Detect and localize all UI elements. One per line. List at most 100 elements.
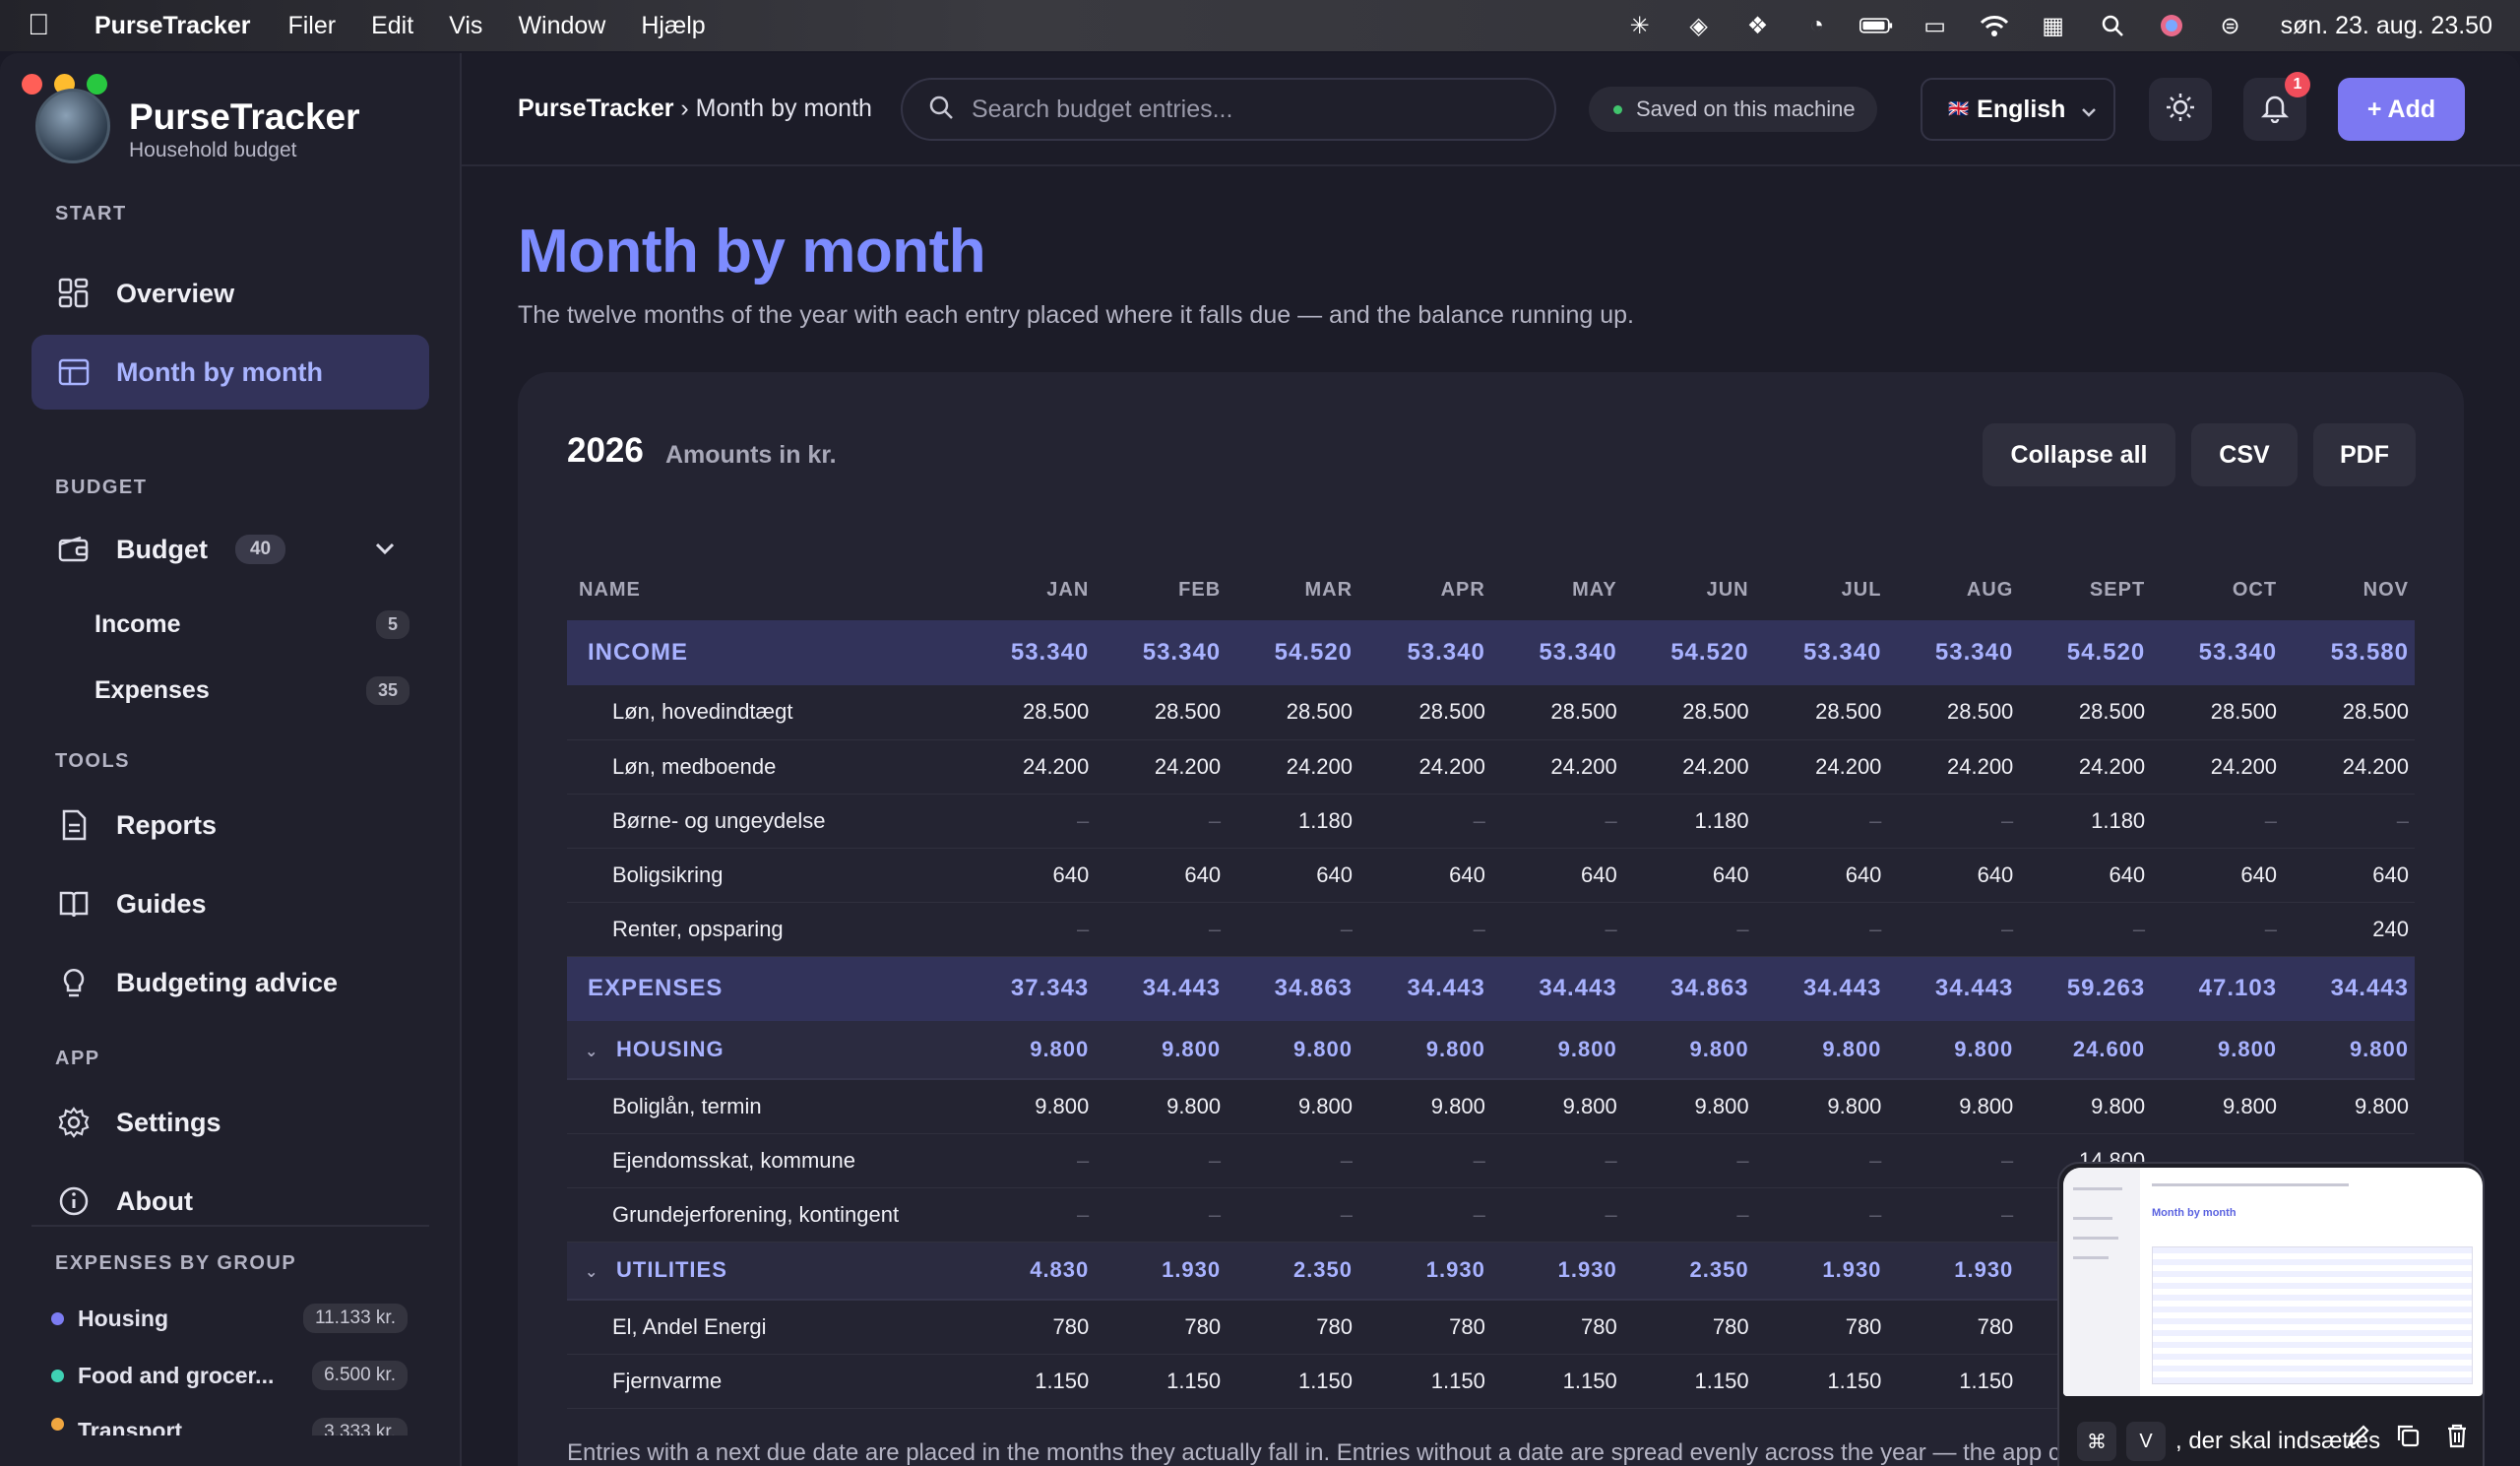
breadcrumb-root[interactable]: PurseTracker <box>518 95 674 122</box>
search-box[interactable] <box>901 78 1556 141</box>
siri-icon[interactable] <box>2155 11 2188 40</box>
expense-group-housing[interactable]: Housing 11.133 kr. <box>51 1304 408 1333</box>
dropbox-icon[interactable]: ❖ <box>1746 12 1769 39</box>
wifi-icon[interactable] <box>1978 11 2011 40</box>
menu-help[interactable]: Hjælp <box>641 11 706 39</box>
month-cell: 1.930 <box>1887 1242 2020 1301</box>
month-cell: 640 <box>963 848 1096 903</box>
month-cell: – <box>1227 902 1359 957</box>
column-header[interactable]: MAY <box>1572 578 1617 601</box>
menu-window[interactable]: Window <box>518 11 606 39</box>
expense-group-transport[interactable]: Transport 3.333 kr. <box>51 1418 408 1435</box>
battery-icon[interactable] <box>1858 11 1893 40</box>
apple-icon[interactable]:  <box>28 9 67 42</box>
group-subtotal-row[interactable]: ⌄ HOUSING 9.800 9.800 9.800 9.800 9.800 9.800 9.… <box>567 1021 2415 1080</box>
month-cell: – <box>2019 902 2152 957</box>
month-cell: 1.150 <box>1622 1354 1755 1409</box>
sidebar-item-reports[interactable]: Reports <box>32 788 429 862</box>
sidebar-item-month-by-month[interactable]: Month by month <box>32 335 429 410</box>
spotlight-search-icon[interactable] <box>2096 11 2129 40</box>
row-label: Løn, medboende <box>612 753 777 779</box>
bed-icon[interactable]: ▭ <box>1923 12 1946 39</box>
month-cell: 59.263 <box>2019 956 2152 1021</box>
notifications-button[interactable]: 1 <box>2243 72 2310 141</box>
sidebar-item-budget[interactable]: Budget 40 <box>32 512 429 587</box>
menu-app-name[interactable]: PurseTracker <box>94 11 251 39</box>
zoom-window-button[interactable] <box>87 74 107 95</box>
sparkle-icon[interactable]: ✳ <box>1629 12 1650 39</box>
sidebar-item-budgeting-advice[interactable]: Budgeting advice <box>32 945 429 1020</box>
month-cell: 34.443 <box>1490 956 1623 1021</box>
sidebar-item-label: Budgeting advice <box>116 967 339 997</box>
month-cell: 1.150 <box>1227 1354 1359 1409</box>
month-cell: 24.200 <box>1490 739 1623 795</box>
month-cell: – <box>2151 902 2284 957</box>
column-header[interactable]: FEB <box>1178 578 1222 601</box>
row-name: El, Andel Energi <box>567 1300 964 1355</box>
pdf-export-button[interactable]: PDF <box>2313 423 2416 486</box>
month-cell: 9.800 <box>963 1021 1096 1080</box>
edit-icon[interactable] <box>2345 1422 2372 1456</box>
column-header[interactable]: MAR <box>1304 578 1354 601</box>
keyboard-icon[interactable]: ▦ <box>2042 12 2064 39</box>
search-input[interactable] <box>972 95 1523 124</box>
sidebar-subitem-income[interactable]: Income 5 <box>94 610 410 639</box>
row-name: INCOME <box>567 620 964 685</box>
month-cell: – <box>963 794 1096 849</box>
month-cell: – <box>1754 902 1888 957</box>
month-cell: 28.500 <box>1887 685 2020 740</box>
shield-check-icon[interactable]: ◈ <box>1689 12 1708 39</box>
menu-edit[interactable]: Edit <box>371 11 414 39</box>
column-header[interactable]: JAN <box>1046 578 1090 601</box>
chevron-down-icon[interactable]: ⌄ <box>585 1264 599 1282</box>
thumbnail-line <box>2152 1183 2349 1186</box>
month-cell: 9.800 <box>1887 1079 2020 1134</box>
month-cell: 640 <box>2019 848 2152 903</box>
menu-filer[interactable]: Filer <box>287 11 337 39</box>
expense-group-food[interactable]: Food and grocer... 6.500 kr. <box>51 1361 408 1390</box>
menu-vis[interactable]: Vis <box>449 11 483 39</box>
table-body: INCOME 53.340 53.340 54.520 53.340 53.340 54.5… <box>567 620 2415 1409</box>
month-cell: 780 <box>1095 1300 1228 1355</box>
control-center-icon[interactable]: ⊜ <box>2220 12 2240 39</box>
column-header[interactable]: AUG <box>1966 578 2014 601</box>
sidebar-item-label: Overview <box>116 278 235 308</box>
theme-toggle-button[interactable] <box>2149 78 2212 141</box>
sync-icon[interactable]: ◔ <box>1809 12 1824 38</box>
collapse-all-button[interactable]: Collapse all <box>1983 423 2175 486</box>
chevron-down-icon[interactable] <box>372 536 398 568</box>
month-cell: – <box>1754 794 1888 849</box>
group-color-dot <box>51 1418 64 1431</box>
trash-icon[interactable] <box>2443 1422 2471 1456</box>
month-cell: 9.800 <box>1622 1079 1755 1134</box>
sidebar-item-guides[interactable]: Guides <box>32 866 429 941</box>
sidebar-item-settings[interactable]: Settings <box>32 1085 429 1160</box>
copy-icon[interactable] <box>2394 1422 2422 1456</box>
sidebar-item-overview[interactable]: Overview <box>32 256 429 331</box>
menu-clock[interactable]: søn. 23. aug. 23.50 <box>2280 11 2492 39</box>
thumbnail-table <box>2152 1246 2473 1384</box>
screenshot-thumbnail[interactable]: Month by month <box>2063 1168 2483 1396</box>
close-window-button[interactable] <box>22 74 42 95</box>
month-cell: 24.200 <box>1622 739 1755 795</box>
screenshot-preview-popup[interactable]: Month by month ⌘ V , der skal indsættes <box>2057 1162 2485 1466</box>
chevron-down-icon[interactable]: ⌄ <box>585 1044 599 1060</box>
language-select[interactable]: 🇬🇧 English <box>1921 78 2115 141</box>
column-header[interactable]: APR <box>1440 578 1485 601</box>
column-header[interactable]: JUL <box>1841 578 1882 601</box>
group-color-dot <box>51 1311 64 1325</box>
column-header[interactable]: NOV <box>2362 578 2409 601</box>
month-cell: – <box>1887 902 2020 957</box>
sidebar-item-about[interactable]: About <box>32 1164 429 1239</box>
column-header[interactable]: NAME <box>579 578 641 601</box>
month-cell: – <box>1754 1133 1888 1188</box>
add-button[interactable]: + Add <box>2338 78 2465 141</box>
csv-export-button[interactable]: CSV <box>2191 423 2298 486</box>
sidebar-subitem-expenses[interactable]: Expenses 35 <box>94 676 410 705</box>
column-header[interactable]: SEPT <box>2089 578 2146 601</box>
column-header[interactable]: OCT <box>2232 578 2278 601</box>
amounts-unit-label: Amounts in kr. <box>665 441 837 469</box>
month-cell: – <box>1754 1187 1888 1243</box>
month-cell: 1.150 <box>1095 1354 1228 1409</box>
column-header[interactable]: JUN <box>1706 578 1749 601</box>
